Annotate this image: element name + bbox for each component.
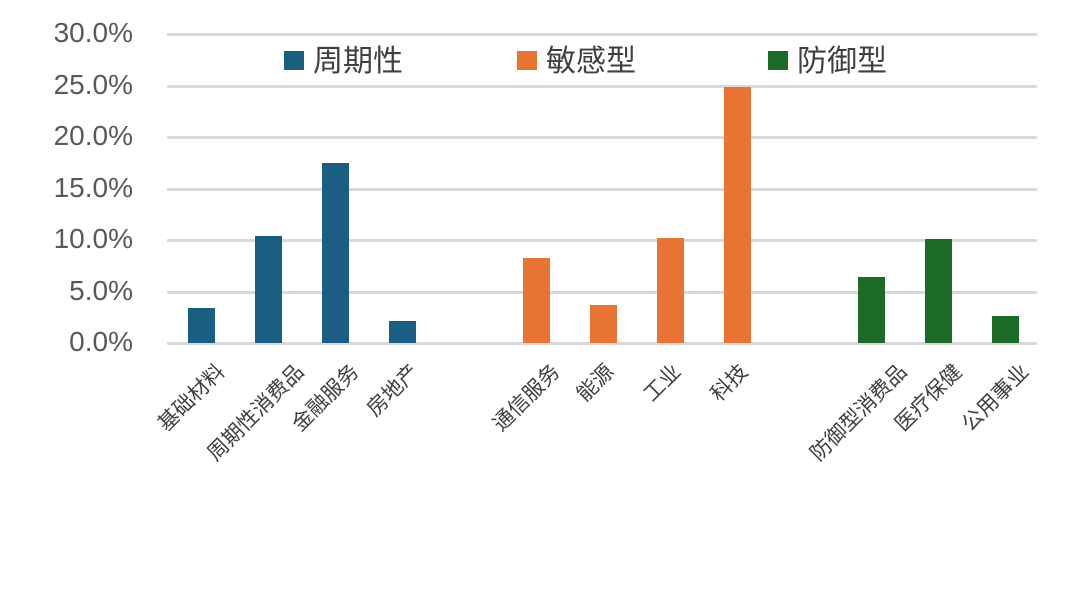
y-tick-label: 0.0% [69, 326, 133, 357]
x-category-label: 能源 [572, 359, 619, 407]
x-category-label: 通信服务 [487, 359, 565, 436]
gridline [167, 290, 1037, 294]
x-category-label: 基础材料 [152, 359, 230, 436]
bar-房地产 [388, 321, 416, 343]
bar-防御型消费品 [857, 277, 885, 343]
gridline [167, 136, 1037, 139]
y-tick-label: 10.0% [53, 223, 133, 254]
gridline [167, 187, 1037, 191]
legend-swatch-icon [768, 50, 788, 70]
bar-能源 [589, 304, 617, 343]
legend-label: 防御型 [797, 44, 887, 79]
y-tick-label: 25.0% [53, 68, 133, 100]
x-category-label: 房地产 [362, 359, 424, 422]
gridline [167, 239, 1037, 242]
legend-item: 周期性 [284, 44, 403, 80]
y-tick-label: 15.0% [53, 171, 133, 203]
bar-工业 [656, 237, 684, 343]
legend-label: 周期性 [313, 44, 403, 79]
y-tick-label: 30.0% [53, 17, 133, 48]
legend-swatch-icon [517, 50, 537, 70]
x-category-label: 科技 [706, 359, 753, 407]
legend-item: 敏感型 [517, 44, 636, 80]
x-category-label: 工业 [639, 359, 686, 407]
bar-医疗保健 [924, 238, 952, 343]
bar-公用事业 [991, 316, 1019, 343]
bar-科技 [723, 86, 751, 343]
legend-item: 防御型 [768, 44, 887, 80]
bar-金融服务 [321, 162, 349, 343]
y-tick-label: 20.0% [53, 120, 133, 151]
legend-swatch-icon [284, 50, 304, 70]
gridline [167, 342, 1037, 345]
legend-label: 敏感型 [546, 44, 636, 79]
bar-周期性消费品 [254, 235, 282, 343]
y-tick-label: 5.0% [69, 274, 133, 306]
gridline [167, 33, 1037, 36]
gridline [167, 84, 1037, 88]
bar-基础材料 [187, 307, 215, 343]
x-category-label: 公用事业 [956, 359, 1034, 436]
bar-通信服务 [522, 257, 550, 343]
